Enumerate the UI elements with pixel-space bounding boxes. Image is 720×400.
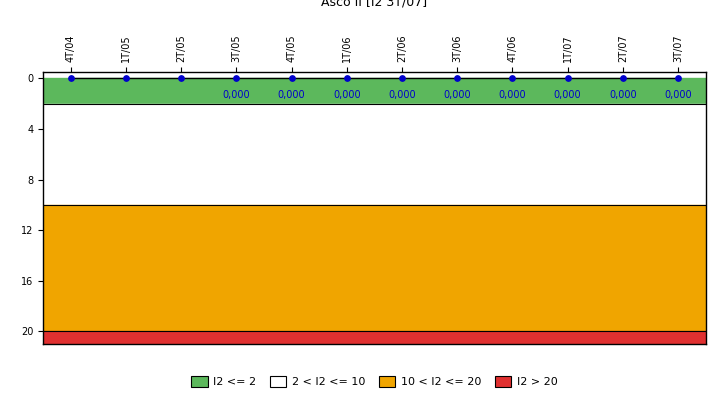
Point xyxy=(672,75,684,82)
Text: 0,000: 0,000 xyxy=(388,90,416,100)
Point xyxy=(341,75,353,82)
Text: 0,000: 0,000 xyxy=(498,90,526,100)
Text: 0,000: 0,000 xyxy=(609,90,636,100)
Bar xyxy=(43,78,706,104)
Point xyxy=(617,75,629,82)
Point xyxy=(507,75,518,82)
Point xyxy=(562,75,573,82)
Text: 0,000: 0,000 xyxy=(554,90,582,100)
Point xyxy=(396,75,408,82)
Point xyxy=(451,75,463,82)
Bar xyxy=(43,205,706,331)
Text: 0,000: 0,000 xyxy=(222,90,251,100)
Point xyxy=(120,75,132,82)
Text: 0,000: 0,000 xyxy=(333,90,361,100)
Text: 0,000: 0,000 xyxy=(664,90,692,100)
Title: Ascó II [I2 3T/07]: Ascó II [I2 3T/07] xyxy=(321,0,428,8)
Point xyxy=(176,75,187,82)
Bar xyxy=(43,331,706,344)
Point xyxy=(230,75,242,82)
Point xyxy=(65,75,76,82)
Text: 0,000: 0,000 xyxy=(444,90,471,100)
Text: 0,000: 0,000 xyxy=(278,90,305,100)
Legend: I2 <= 2, 2 < I2 <= 10, 10 < I2 <= 20, I2 > 20: I2 <= 2, 2 < I2 <= 10, 10 < I2 <= 20, I2… xyxy=(186,370,563,393)
Point xyxy=(286,75,297,82)
Bar xyxy=(43,104,706,205)
